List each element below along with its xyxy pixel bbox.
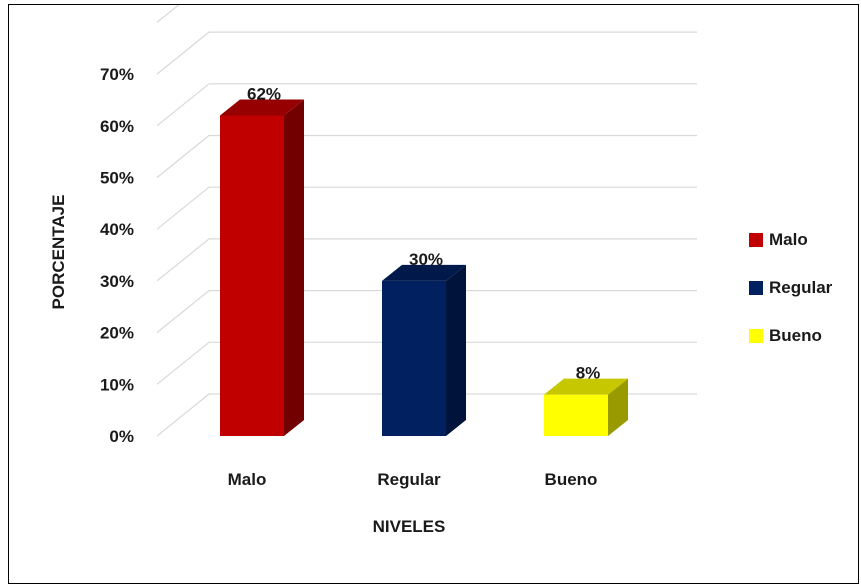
- gridline: [156, 5, 180, 23]
- y-tick-labels: 0% 10% 20% 30% 40% 50% 60% 70%: [100, 65, 134, 446]
- bar-chart: 0% 10% 20% 30% 40% 50% 60% 70% 62% 30% 8% Malo Reg…: [49, 5, 833, 536]
- legend-swatch: [749, 281, 763, 295]
- legend-item-malo: Malo: [749, 230, 808, 249]
- legend-swatch: [749, 329, 763, 343]
- bar-front: [220, 115, 284, 437]
- y-tick-label: 70%: [100, 65, 134, 84]
- gridline: [156, 31, 697, 75]
- bar-front: [382, 280, 446, 436]
- x-category-labels: Malo Regular Bueno: [228, 470, 598, 489]
- gridline: [156, 238, 697, 282]
- bar-front: [544, 394, 608, 436]
- gridline: [156, 290, 697, 334]
- y-tick-label: 0%: [109, 427, 134, 446]
- gridlines: [156, 5, 697, 437]
- legend-item-regular: Regular: [749, 278, 833, 297]
- x-category-label: Malo: [228, 470, 267, 489]
- gridline: [156, 134, 697, 178]
- legend-label: Malo: [769, 230, 808, 249]
- bar-bueno: [544, 378, 628, 436]
- bar-malo: [220, 99, 304, 437]
- gridline: [156, 393, 697, 437]
- y-axis-title: PORCENTAJE: [49, 195, 68, 310]
- legend-label: Regular: [769, 278, 833, 297]
- x-axis-title: NIVELES: [373, 517, 446, 536]
- y-tick-label: 30%: [100, 272, 134, 291]
- legend: Malo Regular Bueno: [749, 230, 833, 345]
- bars: 62% 30% 8%: [220, 84, 628, 437]
- data-label: 30%: [409, 250, 443, 269]
- data-label: 8%: [576, 364, 601, 383]
- y-tick-label: 20%: [100, 324, 134, 343]
- bar-side: [608, 378, 628, 436]
- data-label: 62%: [247, 84, 281, 103]
- x-category-label: Bueno: [545, 470, 598, 489]
- legend-swatch: [749, 233, 763, 247]
- chart-frame: 0% 10% 20% 30% 40% 50% 60% 70% 62% 30% 8% Malo Reg…: [8, 4, 859, 584]
- y-tick-label: 10%: [100, 375, 134, 394]
- gridline: [156, 186, 697, 230]
- gridline: [156, 83, 697, 127]
- bar-top: [382, 264, 466, 281]
- y-tick-label: 50%: [100, 169, 134, 188]
- legend-item-bueno: Bueno: [749, 326, 822, 345]
- y-tick-label: 40%: [100, 220, 134, 239]
- y-tick-label: 60%: [100, 117, 134, 136]
- bar-side: [284, 99, 304, 437]
- bar-top: [544, 378, 628, 395]
- gridline: [156, 341, 697, 385]
- legend-label: Bueno: [769, 326, 822, 345]
- bar-top: [220, 99, 304, 116]
- bar-side: [446, 264, 466, 436]
- x-category-label: Regular: [377, 470, 441, 489]
- bar-regular: [382, 264, 466, 436]
